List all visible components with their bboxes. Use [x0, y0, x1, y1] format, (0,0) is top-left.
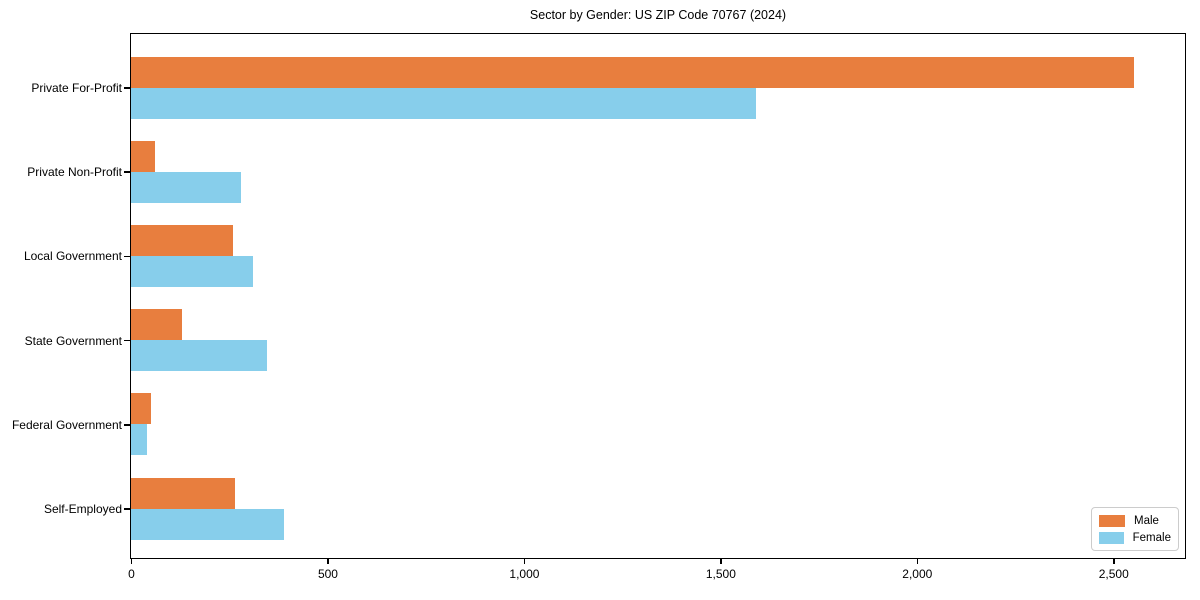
x-tick — [523, 558, 526, 564]
x-tick — [1113, 558, 1115, 564]
y-axis-label: Federal Government — [11, 417, 122, 432]
y-tick — [124, 424, 130, 426]
y-tick — [124, 171, 130, 173]
bar-group — [131, 140, 1185, 203]
bar-group — [131, 393, 1185, 456]
x-axis-label: 500 — [317, 567, 338, 581]
chart-title: Sector by Gender: US ZIP Code 70767 (202… — [529, 8, 787, 22]
x-axis-label: 2,500 — [1098, 567, 1129, 581]
x-tick — [720, 558, 722, 564]
legend-label-male: Male — [1134, 514, 1159, 527]
bar-male-5 — [131, 393, 151, 425]
x-axis-label: 1,000 — [509, 567, 540, 581]
bar-male-1 — [131, 56, 1134, 88]
legend-swatch-female-icon — [1099, 531, 1124, 544]
x-tick — [916, 558, 919, 564]
bar-male-2 — [131, 140, 155, 172]
y-tick — [124, 255, 130, 258]
bar-female-5 — [131, 424, 147, 456]
bar-female-1 — [131, 87, 757, 119]
bar-group — [131, 224, 1185, 287]
bar-female-4 — [131, 340, 267, 372]
bar-male-3 — [131, 224, 234, 256]
bars-layer — [131, 34, 1185, 558]
plot-area — [130, 33, 1186, 559]
y-axis-label: Local Government — [23, 249, 122, 264]
legend-label-female: Female — [1132, 531, 1171, 544]
bar-female-6 — [131, 508, 285, 540]
x-tick — [327, 558, 329, 564]
bar-group — [131, 309, 1185, 372]
bar-group — [131, 477, 1185, 540]
y-axis-label: Private For-Profit — [31, 81, 122, 95]
legend: Male Female — [1091, 507, 1179, 551]
legend-item-female: Female — [1099, 530, 1171, 545]
x-axis-label: 1,500 — [705, 567, 736, 581]
y-tick — [124, 339, 130, 342]
y-tick — [124, 87, 130, 89]
bar-group — [131, 56, 1185, 119]
y-axis-label: Self-Employed — [43, 502, 122, 516]
legend-item-male: Male — [1099, 513, 1171, 528]
bar-male-4 — [131, 309, 183, 341]
x-axis-label: 0 — [128, 567, 135, 581]
bar-female-2 — [131, 171, 242, 203]
legend-swatch-male-icon — [1099, 514, 1125, 527]
y-axis-label: Private Non-Profit — [27, 165, 122, 180]
y-axis-label: State Government — [24, 333, 122, 348]
x-tick — [130, 558, 133, 564]
y-tick — [124, 508, 130, 510]
bar-male-6 — [131, 477, 236, 509]
bar-female-3 — [131, 255, 253, 287]
x-axis-label: 2,000 — [902, 567, 933, 581]
